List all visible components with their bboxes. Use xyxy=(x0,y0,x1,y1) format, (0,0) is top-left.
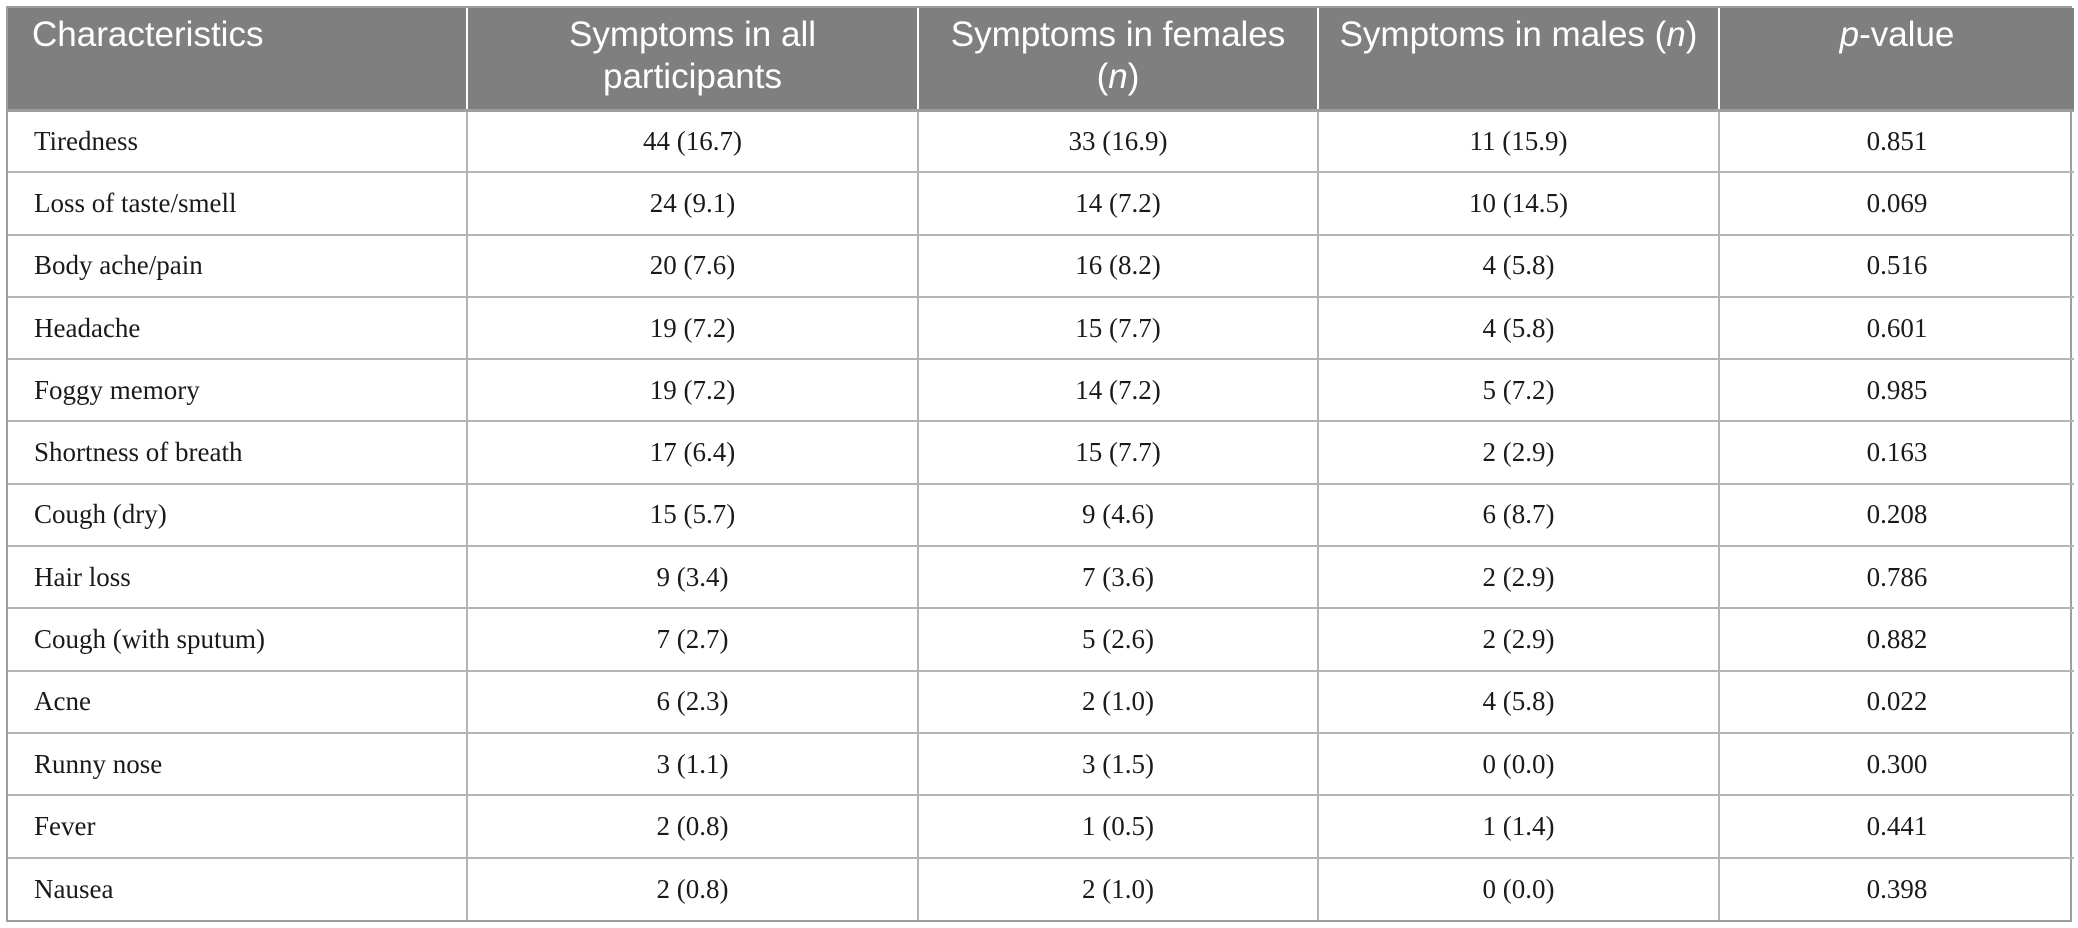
table-row: Body ache/pain 20 (7.6) 16 (8.2) 4 (5.8) 0.5… xyxy=(8,233,2074,297)
cell-all-participants: 15 (5.7) xyxy=(466,482,918,547)
table-row: Hair loss 9 (3.4) 7 (3.6) 2 (2.9) 0.786 xyxy=(8,545,2074,609)
cell-males: 5 (7.2) xyxy=(1317,358,1719,422)
cell-females: 14 (7.2) xyxy=(917,358,1318,422)
cell-p-value: 0.851 xyxy=(1718,108,2074,173)
cell-p-value: 0.516 xyxy=(1718,233,2074,297)
cell-males: 4 (5.8) xyxy=(1317,669,1719,733)
cell-characteristic: Body ache/pain xyxy=(8,233,467,297)
cell-characteristic: Shortness of breath xyxy=(8,420,467,484)
table-row: Tiredness 44 (16.7) 33 (16.9) 11 (15.9) 0.85… xyxy=(8,108,2074,173)
cell-p-value: 0.786 xyxy=(1718,545,2074,609)
cell-characteristic: Nausea xyxy=(8,856,467,920)
cell-p-value: 0.208 xyxy=(1718,482,2074,547)
cell-p-value: 0.398 xyxy=(1718,856,2074,920)
cell-all-participants: 2 (0.8) xyxy=(466,794,918,858)
cell-characteristic: Tiredness xyxy=(8,108,467,173)
cell-males: 1 (1.4) xyxy=(1317,794,1719,858)
cell-males: 10 (14.5) xyxy=(1317,171,1719,235)
cell-males: 4 (5.8) xyxy=(1317,233,1719,297)
table-row: Loss of taste/smell 24 (9.1) 14 (7.2) 10 (1… xyxy=(8,171,2074,235)
cell-females: 1 (0.5) xyxy=(917,794,1318,858)
cell-characteristic: Loss of taste/smell xyxy=(8,171,467,235)
cell-all-participants: 44 (16.7) xyxy=(466,108,918,173)
header-females: Symptoms in females (n) xyxy=(917,8,1318,110)
cell-p-value: 0.163 xyxy=(1718,420,2074,484)
cell-males: 2 (2.9) xyxy=(1317,607,1719,671)
table-row: Shortness of breath 17 (6.4) 15 (7.7) 2 (2.… xyxy=(8,420,2074,484)
cell-males: 6 (8.7) xyxy=(1317,482,1719,547)
table-body: Tiredness 44 (16.7) 33 (16.9) 11 (15.9) 0.85… xyxy=(8,108,2074,920)
table-row: Runny nose 3 (1.1) 3 (1.5) 0 (0.0) 0.300 xyxy=(8,731,2074,796)
cell-all-participants: 19 (7.2) xyxy=(466,358,918,422)
header-all-participants: Symptoms in all participants xyxy=(466,8,918,110)
cell-p-value: 0.022 xyxy=(1718,669,2074,733)
cell-males: 0 (0.0) xyxy=(1317,731,1719,796)
cell-females: 2 (1.0) xyxy=(917,856,1318,920)
table-row: Foggy memory 19 (7.2) 14 (7.2) 5 (7.2) 0.985 xyxy=(8,358,2074,422)
cell-males: 2 (2.9) xyxy=(1317,545,1719,609)
cell-females: 15 (7.7) xyxy=(917,295,1318,360)
header-row: Characteristics Symptoms in all particip… xyxy=(8,8,2074,110)
cell-all-participants: 3 (1.1) xyxy=(466,731,918,796)
symptoms-table: Characteristics Symptoms in all particip… xyxy=(8,8,2074,920)
cell-characteristic: Cough (with sputum) xyxy=(8,607,467,671)
cell-females: 33 (16.9) xyxy=(917,108,1318,173)
table-header: Characteristics Symptoms in all particip… xyxy=(8,8,2074,110)
cell-all-participants: 24 (9.1) xyxy=(466,171,918,235)
cell-characteristic: Cough (dry) xyxy=(8,482,467,547)
cell-p-value: 0.601 xyxy=(1718,295,2074,360)
table-row: Fever 2 (0.8) 1 (0.5) 1 (1.4) 0.441 xyxy=(8,794,2074,858)
cell-females: 7 (3.6) xyxy=(917,545,1318,609)
cell-characteristic: Fever xyxy=(8,794,467,858)
cell-males: 0 (0.0) xyxy=(1317,856,1719,920)
header-males: Symptoms in males (n) xyxy=(1317,8,1719,110)
table-row: Nausea 2 (0.8) 2 (1.0) 0 (0.0) 0.398 xyxy=(8,856,2074,920)
symptoms-table-container: Characteristics Symptoms in all particip… xyxy=(6,6,2074,922)
cell-females: 15 (7.7) xyxy=(917,420,1318,484)
cell-all-participants: 2 (0.8) xyxy=(466,856,918,920)
cell-females: 3 (1.5) xyxy=(917,731,1318,796)
table-row: Acne 6 (2.3) 2 (1.0) 4 (5.8) 0.022 xyxy=(8,669,2074,733)
table-row: Cough (with sputum) 7 (2.7) 5 (2.6) 2 (2.9)… xyxy=(8,607,2074,671)
header-characteristics: Characteristics xyxy=(8,8,467,110)
cell-all-participants: 20 (7.6) xyxy=(466,233,918,297)
cell-all-participants: 19 (7.2) xyxy=(466,295,918,360)
cell-p-value: 0.882 xyxy=(1718,607,2074,671)
cell-characteristic: Acne xyxy=(8,669,467,733)
cell-all-participants: 6 (2.3) xyxy=(466,669,918,733)
cell-p-value: 0.985 xyxy=(1718,358,2074,422)
cell-all-participants: 17 (6.4) xyxy=(466,420,918,484)
cell-characteristic: Foggy memory xyxy=(8,358,467,422)
cell-males: 11 (15.9) xyxy=(1317,108,1719,173)
cell-all-participants: 7 (2.7) xyxy=(466,607,918,671)
cell-males: 2 (2.9) xyxy=(1317,420,1719,484)
table-row: Headache 19 (7.2) 15 (7.7) 4 (5.8) 0.601 xyxy=(8,295,2074,360)
cell-females: 5 (2.6) xyxy=(917,607,1318,671)
cell-characteristic: Headache xyxy=(8,295,467,360)
cell-females: 2 (1.0) xyxy=(917,669,1318,733)
cell-females: 16 (8.2) xyxy=(917,233,1318,297)
cell-p-value: 0.300 xyxy=(1718,731,2074,796)
cell-all-participants: 9 (3.4) xyxy=(466,545,918,609)
table-row: Cough (dry) 15 (5.7) 9 (4.6) 6 (8.7) 0.208 xyxy=(8,482,2074,547)
header-p-value: p-value xyxy=(1718,8,2074,110)
cell-characteristic: Runny nose xyxy=(8,731,467,796)
cell-characteristic: Hair loss xyxy=(8,545,467,609)
cell-p-value: 0.069 xyxy=(1718,171,2074,235)
cell-females: 9 (4.6) xyxy=(917,482,1318,547)
cell-p-value: 0.441 xyxy=(1718,794,2074,858)
cell-females: 14 (7.2) xyxy=(917,171,1318,235)
cell-males: 4 (5.8) xyxy=(1317,295,1719,360)
